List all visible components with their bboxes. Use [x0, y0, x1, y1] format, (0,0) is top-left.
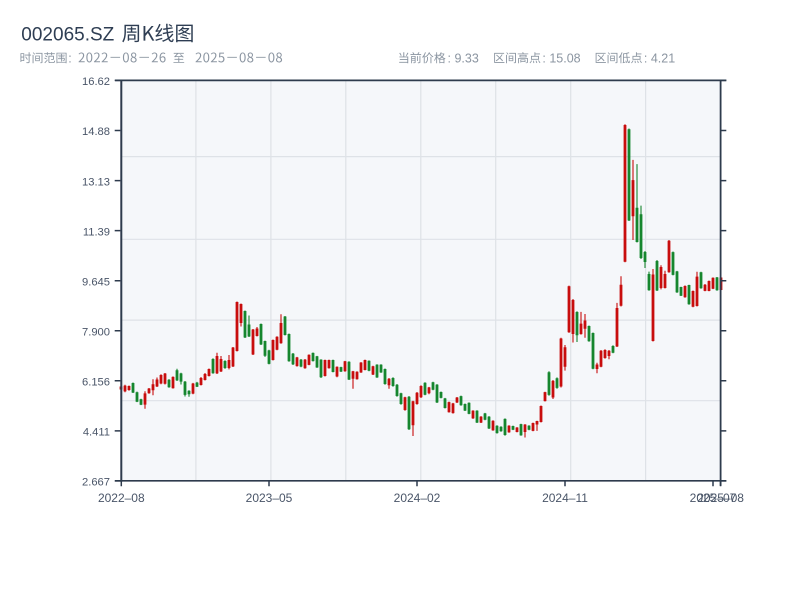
svg-text:2025–07: 2025–07	[690, 491, 737, 505]
svg-text:4.411: 4.411	[83, 427, 110, 439]
svg-text:: 15.08: : 15.08	[542, 51, 580, 65]
svg-text:002065.SZ: 002065.SZ	[21, 25, 114, 46]
svg-text:2025–08: 2025–08	[697, 491, 744, 505]
svg-text:9.645: 9.645	[82, 276, 110, 288]
svg-text:11.39: 11.39	[83, 226, 110, 238]
svg-text:7.900: 7.900	[82, 327, 110, 339]
svg-text:: 9.33: : 9.33	[448, 51, 479, 65]
svg-text:2022–08: 2022–08	[98, 491, 145, 505]
svg-text:2024–02: 2024–02	[394, 491, 441, 505]
svg-text:2.667: 2.667	[82, 477, 110, 489]
svg-text:16.62: 16.62	[82, 76, 110, 88]
svg-text:2024–11: 2024–11	[542, 491, 588, 505]
svg-text:14.88: 14.88	[82, 126, 110, 138]
svg-text::: :	[68, 51, 71, 65]
svg-text:2023–05: 2023–05	[246, 491, 293, 505]
svg-text:13.13: 13.13	[82, 176, 110, 188]
svg-text:6.156: 6.156	[82, 377, 110, 389]
svg-text:: 4.21: : 4.21	[644, 51, 675, 65]
